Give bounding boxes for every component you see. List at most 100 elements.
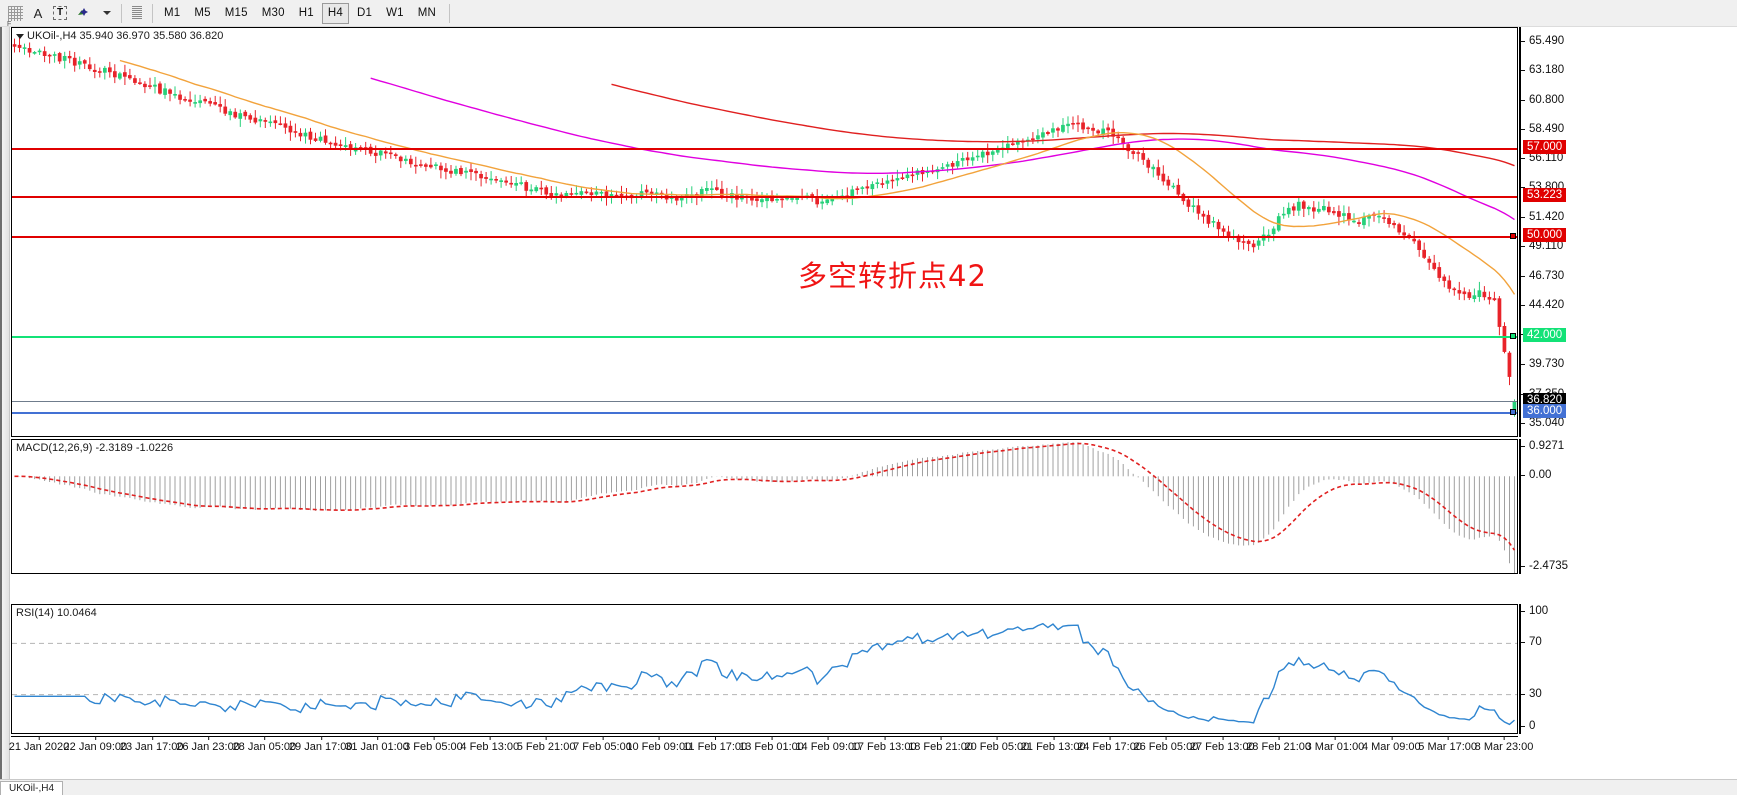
price-tick: 39.730 (1521, 358, 1564, 370)
timeframe-button-d1[interactable]: D1 (356, 7, 373, 19)
timeframe-button-mn[interactable]: MN (417, 7, 437, 19)
time-axis[interactable]: 21 Jan 2020 22 Jan 09:00 23 Jan 17:00 26 Ja… (8, 736, 1533, 758)
candlestick-series (12, 37, 1517, 417)
macd-signal-line (14, 442, 1516, 551)
time-tick-label: 31 Jan 01:00 (345, 736, 409, 753)
price-tick: 58.490 (1521, 123, 1564, 135)
text-label-icon[interactable]: A (33, 5, 43, 21)
macd-tick: -2.4735 (1521, 560, 1568, 572)
price-tick: 51.420 (1521, 211, 1564, 223)
timeframe-button-m30[interactable]: M30 (261, 7, 285, 19)
chevron-down-icon[interactable] (95, 2, 117, 24)
price-tick: 44.420 (1521, 299, 1564, 311)
time-tick-label: 21 Jan 2020 (8, 736, 70, 753)
ma-magenta-line (370, 77, 1515, 221)
level-line-handle[interactable] (1510, 233, 1516, 240)
timeframe-button-m5[interactable]: M5 (194, 7, 211, 19)
left-scrollbar[interactable] (2, 27, 10, 795)
price-tick: 63.180 (1521, 64, 1564, 76)
rsi-tick: 100 (1521, 605, 1548, 617)
time-tick-label: 17 Feb 13:00 (851, 736, 917, 753)
time-tick-label: 21 Feb 13:00 (1020, 736, 1086, 753)
time-tick-label: 14 Feb 09:00 (795, 736, 861, 753)
time-tick-label: 13 Feb 01:00 (739, 736, 804, 753)
chart-annotation-text: 多空转折点42 (798, 258, 987, 293)
chart-tab-strip: UKOil-,H4 (0, 780, 65, 795)
time-tick-label: 10 Feb 09:00 (626, 736, 692, 753)
time-tick-label: 24 Feb 17:00 (1077, 736, 1142, 753)
price-level-badge[interactable]: 42.000 (1523, 328, 1567, 343)
horizontal-level-line[interactable] (12, 336, 1517, 339)
macd-pane[interactable]: MACD(12,26,9) -2.3189 -1.0226 (11, 439, 1518, 574)
macd-tick: 0.00 (1521, 469, 1551, 481)
level-line-handle[interactable] (1510, 333, 1516, 340)
timeframe-button-h4[interactable]: H4 (321, 2, 349, 24)
grid-icon[interactable] (4, 2, 27, 28)
price-tick: 49.110 (1521, 240, 1563, 252)
timeframe-button-m15[interactable]: M15 (224, 7, 248, 19)
rsi-tick: 30 (1521, 688, 1542, 700)
time-tick-label: 28 Feb 21:00 (1246, 736, 1312, 753)
time-tick-label: 11 Feb 17:00 (683, 736, 748, 753)
current-price-line (12, 401, 1517, 403)
shapes-icon[interactable] (71, 2, 95, 24)
timeframe-button-h1[interactable]: H1 (298, 7, 314, 19)
time-tick-label: 27 Feb 13:00 (1189, 736, 1255, 753)
price-tick: 60.800 (1521, 94, 1564, 106)
timeframe-group: M1 M5 M15 M30 H1 H4 D1 W1 MN (157, 2, 443, 24)
bars-list-icon[interactable] (126, 2, 148, 24)
level-line-handle[interactable] (1510, 408, 1516, 415)
time-tick-label: 3 Mar 01:00 (1305, 736, 1365, 753)
macd-histogram (19, 442, 1515, 573)
rsi-pane[interactable]: RSI(14) 10.0464 (11, 604, 1518, 734)
price-pane-label: UKOil-,H4 35.940 36.970 35.580 36.820 (16, 30, 223, 42)
price-chart-svg (12, 37, 1517, 417)
time-tick-label: 4 Feb 13:00 (460, 736, 520, 753)
time-tick-label: 20 Feb 05:00 (964, 736, 1030, 753)
timeframe-button-w1[interactable]: W1 (386, 7, 404, 19)
time-tick-label: 22 Jan 09:00 (63, 736, 128, 753)
time-tick-label: 3 Feb 05:00 (404, 736, 463, 753)
horizontal-level-line[interactable] (12, 148, 1517, 151)
price-level-badge[interactable]: 53.223 (1523, 187, 1567, 202)
horizontal-level-line[interactable] (12, 236, 1517, 239)
timeframe-button-m1[interactable]: M1 (164, 7, 181, 19)
rsi-tick: 0 (1521, 720, 1535, 732)
text-box-icon[interactable]: T (49, 2, 71, 24)
toolbar-separator-1 (121, 3, 122, 23)
macd-chart-svg (14, 442, 1516, 573)
macd-tick: 0.9271 (1521, 440, 1564, 452)
collapse-triangle-icon[interactable] (16, 33, 24, 39)
status-bar: UKOil-,H4 (0, 779, 1737, 795)
rsi-chart-svg (12, 622, 1517, 726)
main-toolbar: A T M1 M5 M15 M30 H1 H4 D1 W1 MN (0, 0, 1737, 28)
price-level-badge[interactable]: 57.000 (1523, 140, 1567, 155)
macd-label: MACD(12,26,9) -2.3189 -1.0226 (16, 442, 174, 454)
rsi-tick: 70 (1521, 636, 1542, 648)
horizontal-level-line[interactable] (12, 195, 1517, 198)
toolbar-separator-3 (449, 3, 451, 23)
rsi-scale[interactable]: 100 70 30 0 (1519, 604, 1737, 734)
time-tick-label: 26 Feb 05:00 (1133, 736, 1199, 753)
price-scale[interactable]: 65.49063.18060.80058.49056.11053.80051.4… (1519, 27, 1737, 437)
price-tick: 35.040 (1521, 417, 1564, 429)
macd-scale[interactable]: 0.9271 0.00 -2.4735 (1519, 439, 1737, 574)
horizontal-level-line[interactable] (12, 411, 1517, 414)
price-tick: 56.110 (1521, 152, 1563, 164)
rsi-line (14, 622, 1515, 726)
time-tick-label: 4 Mar 09:00 (1361, 736, 1421, 753)
time-tick-label: 7 Feb 05:00 (573, 736, 632, 753)
price-level-badge[interactable]: 36.000 (1523, 403, 1567, 418)
price-tick: 46.730 (1521, 270, 1564, 282)
time-tick-label: 5 Feb 21:00 (516, 736, 576, 753)
time-tick-label: 8 Mar 23:00 (1474, 736, 1534, 753)
price-level-badge[interactable]: 50.000 (1523, 228, 1567, 243)
price-pane[interactable]: UKOil-,H4 35.940 36.970 35.580 36.820 多空… (11, 27, 1518, 437)
chart-area: UKOil-,H4 35.940 36.970 35.580 36.820 多空… (0, 27, 1737, 795)
time-tick-label: 5 Mar 17:00 (1418, 736, 1477, 753)
time-tick-label: 23 Jan 17:00 (119, 736, 184, 753)
toolbar-separator-2 (152, 3, 153, 23)
time-tick-label: 18 Feb 21:00 (908, 736, 973, 753)
chart-tab[interactable]: UKOil-,H4 (0, 781, 64, 795)
